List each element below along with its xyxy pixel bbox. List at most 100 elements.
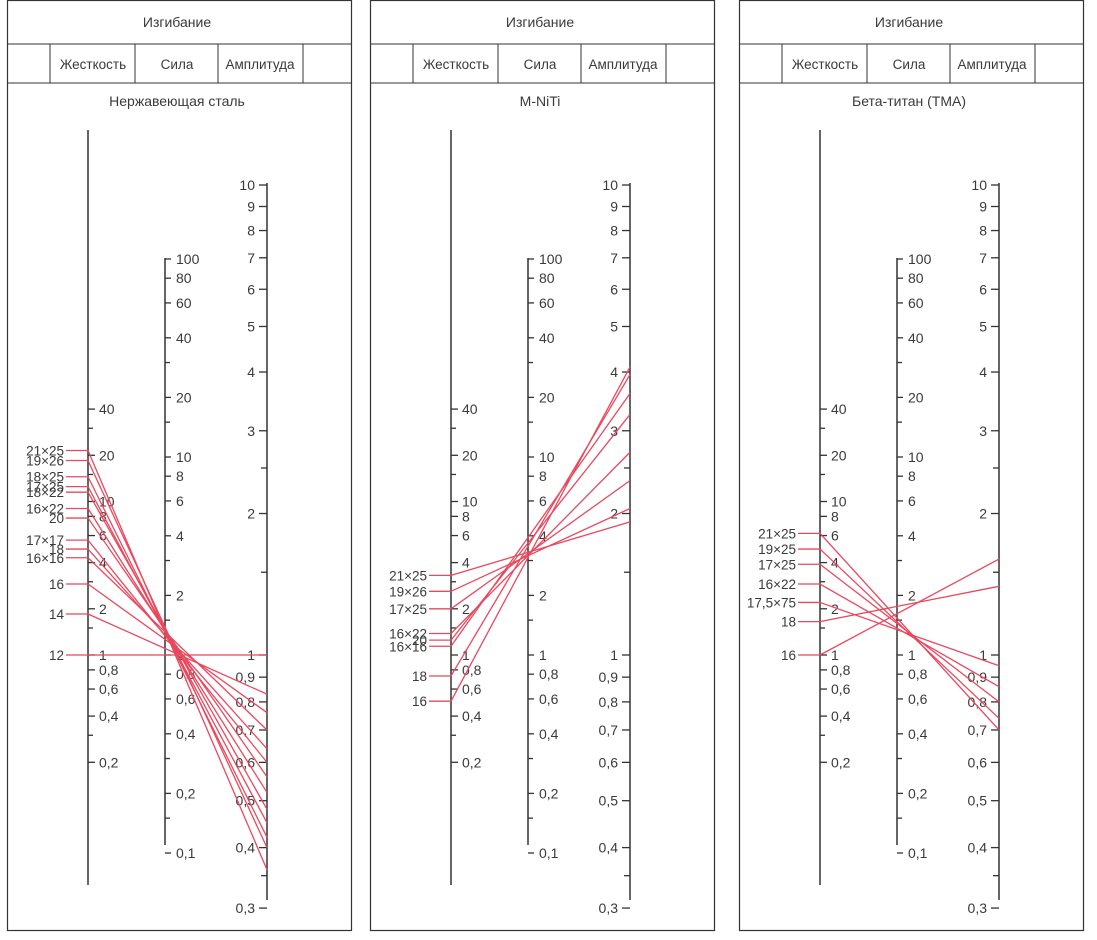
force-tick-label: 20 — [539, 389, 555, 405]
wire-label: 18 — [49, 542, 64, 557]
wire-label: 16 — [412, 694, 427, 709]
panel-title: Нержавеющая сталь — [109, 93, 245, 109]
amplitude-tick-label: 5 — [247, 318, 255, 334]
force-tick-label: 0,2 — [176, 785, 196, 801]
force-tick-label: 60 — [176, 295, 192, 311]
amplitude-tick-label: 0,7 — [599, 722, 619, 738]
wire-label: 16×16 — [389, 639, 427, 654]
stiffness-tick-label: 20 — [831, 447, 847, 463]
amplitude-tick-label: 5 — [979, 318, 987, 334]
amplitude-tick-label: 4 — [979, 364, 987, 380]
wire-line — [87, 517, 268, 778]
stiffness-tick-label: 8 — [462, 508, 470, 524]
panel-frame — [738, 0, 1085, 932]
force-tick-label: 4 — [908, 528, 916, 544]
wire-line — [450, 393, 631, 647]
force-tick-label: 0,1 — [908, 845, 928, 861]
wire-line — [450, 374, 631, 677]
wire-label: 20 — [49, 511, 64, 526]
stiffness-tick-label: 40 — [831, 401, 847, 417]
wire-label: 16×16 — [26, 551, 64, 566]
amplitude-tick-label: 10 — [602, 177, 618, 193]
force-tick-label: 0,4 — [176, 726, 196, 742]
force-tick-label: 10 — [539, 449, 555, 465]
wire-label: 19×26 — [389, 584, 427, 599]
column-header: Жесткость — [60, 57, 126, 72]
force-tick-label: 8 — [539, 468, 547, 484]
amplitude-tick-label: 0,9 — [236, 669, 256, 685]
stiffness-tick-label: 20 — [99, 447, 115, 463]
wire-label: 16 — [781, 648, 796, 663]
stiffness-tick-label: 0,4 — [462, 708, 482, 724]
wire-line — [819, 583, 1000, 688]
force-tick-label: 2 — [176, 587, 184, 603]
panel-frame — [369, 0, 716, 932]
stiffness-tick-label: 2 — [462, 601, 470, 617]
panel-3: Изгибание Жесткость Сила Амплитуда Бета-тита… — [738, 0, 1085, 932]
force-tick-label: 80 — [176, 270, 192, 286]
wire-label: 18×22 — [26, 485, 64, 500]
column-header: Амплитуда — [957, 57, 1027, 72]
wire-line — [819, 563, 1000, 703]
stiffness-tick-label: 6 — [99, 528, 107, 544]
force-tick-label: 40 — [176, 330, 192, 346]
wire-label: 19×25 — [758, 542, 796, 557]
wire-label: 16×22 — [758, 577, 796, 592]
amplitude-tick-label: 9 — [247, 199, 255, 215]
wire-line — [87, 613, 268, 695]
stiffness-tick-label: 20 — [462, 447, 478, 463]
force-tick-label: 0,1 — [176, 845, 196, 861]
panel-header: Изгибание — [143, 14, 211, 30]
column-header: Сила — [524, 57, 557, 72]
stiffness-tick-label: 40 — [462, 401, 478, 417]
stiffness-tick-label: 8 — [831, 508, 839, 524]
stiffness-tick-label: 0,8 — [462, 662, 482, 678]
amplitude-tick-label: 8 — [247, 223, 255, 239]
amplitude-tick-label: 7 — [610, 250, 618, 266]
panel-2: Изгибание Жесткость Сила Амплитуда M-NiTi 40 2… — [369, 0, 716, 932]
amplitude-tick-label: 0,8 — [968, 694, 988, 710]
amplitude-tick-label: 0,8 — [236, 694, 256, 710]
amplitude-tick-label: 0,4 — [236, 840, 256, 856]
stiffness-tick-label: 8 — [99, 508, 107, 524]
force-tick-label: 100 — [176, 251, 200, 267]
stiffness-tick-label: 1 — [831, 647, 839, 663]
panel-title: Бета-титан (ТМА) — [852, 93, 966, 109]
amplitude-tick-label: 0,3 — [968, 900, 988, 916]
amplitude-tick-label: 8 — [610, 223, 618, 239]
stiffness-tick-label: 10 — [462, 494, 478, 510]
amplitude-tick-label: 0,6 — [968, 754, 988, 770]
wire-label: 17×25 — [389, 602, 427, 617]
wire-line — [87, 557, 268, 731]
amplitude-tick-label: 7 — [247, 250, 255, 266]
force-tick-label: 80 — [539, 270, 555, 286]
amplitude-tick-label: 6 — [610, 281, 618, 297]
wire-line — [87, 450, 268, 871]
amplitude-tick-label: 9 — [979, 199, 987, 215]
amplitude-tick-label: 6 — [247, 281, 255, 297]
force-tick-label: 40 — [908, 330, 924, 346]
wire-label: 12 — [49, 648, 64, 663]
wire-label: 19×26 — [26, 453, 64, 468]
wire-label: 17×25 — [26, 480, 64, 495]
stiffness-tick-label: 0,6 — [831, 681, 851, 697]
force-tick-label: 1 — [539, 647, 547, 663]
force-tick-label: 0,1 — [539, 845, 559, 861]
panel-frame — [6, 0, 353, 932]
wire-line — [450, 366, 631, 702]
force-tick-label: 10 — [908, 449, 924, 465]
stiffness-tick-label: 6 — [831, 528, 839, 544]
stiffness-tick-label: 10 — [831, 494, 847, 510]
amplitude-tick-label: 1 — [610, 647, 618, 663]
force-tick-label: 60 — [539, 295, 555, 311]
force-tick-label: 6 — [908, 493, 916, 509]
force-tick-label: 10 — [176, 449, 192, 465]
wire-label: 16 — [49, 577, 64, 592]
wire-line — [819, 585, 1000, 623]
wire-label: 17×17 — [26, 533, 64, 548]
amplitude-tick-label: 2 — [979, 506, 987, 522]
stiffness-tick-label: 4 — [99, 555, 107, 571]
force-tick-label: 60 — [908, 295, 924, 311]
amplitude-tick-label: 0,4 — [968, 840, 988, 856]
